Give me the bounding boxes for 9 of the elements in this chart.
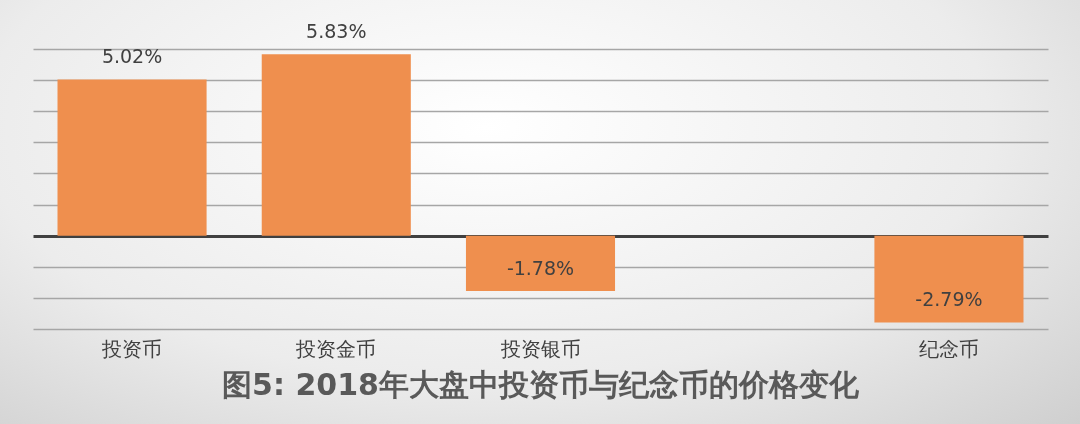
data-label: 5.02% bbox=[101, 45, 163, 68]
text: 图5: 2018年大盘中投资币与纪念币的价格变化 bbox=[222, 367, 860, 402]
x-tick-label: 投资币 bbox=[101, 336, 163, 361]
x-tick-label: 投资银币 bbox=[499, 336, 581, 361]
x-tick-label: 投资金币 bbox=[295, 336, 377, 361]
data-label: -2.79% bbox=[915, 288, 983, 311]
data-label: -1.78% bbox=[506, 257, 575, 280]
data-label: 5.83% bbox=[306, 20, 367, 43]
x-tick-label: 纪念币 bbox=[918, 336, 979, 361]
